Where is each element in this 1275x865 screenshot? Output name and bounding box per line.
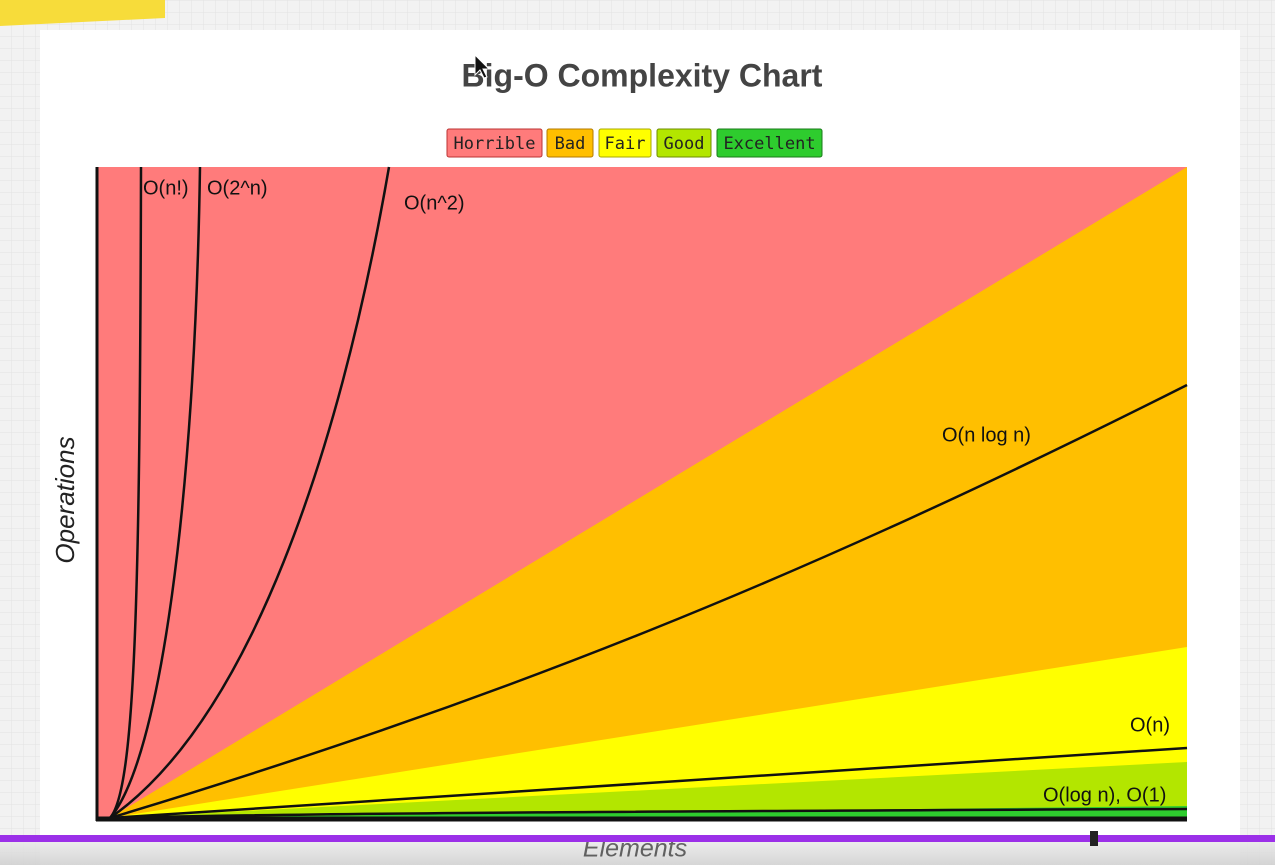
- player-bar: [0, 842, 1275, 865]
- legend-label: Good: [664, 134, 705, 154]
- legend-label: Bad: [555, 134, 586, 154]
- region-bad: [110, 167, 1187, 820]
- legend-label: Excellent: [723, 134, 815, 154]
- chart-title: Big-O Complexity Chart: [462, 57, 823, 93]
- legend-swatch: [656, 128, 712, 158]
- sticky-note: [0, 0, 165, 26]
- curve-label: O(n log n): [942, 424, 1031, 446]
- progress-marker[interactable]: [1090, 831, 1098, 846]
- curve: [109, 166, 202, 819]
- legend-swatch: [598, 128, 652, 158]
- curve-label: O(log n), O(1): [1043, 784, 1166, 806]
- curve: [109, 383, 1188, 820]
- legend: Horrible Bad Fair Good Excellent: [446, 128, 823, 158]
- plot: O(n!) O(2^n) O(n^2) O(n log n) O(n) O(lo…: [95, 166, 1188, 822]
- curve-label: O(n): [1130, 714, 1170, 736]
- curve: [109, 166, 391, 820]
- curve-label: O(n^2): [404, 192, 465, 214]
- curve: [109, 807, 1188, 820]
- legend-swatch: [546, 128, 594, 158]
- legend-label: Horrible: [454, 134, 536, 154]
- legend-swatch: [446, 128, 543, 158]
- progress-bar[interactable]: [0, 835, 1275, 842]
- legend-swatch: [716, 128, 823, 158]
- region-good: [110, 762, 1187, 820]
- y-axis-label: Operations: [50, 436, 80, 563]
- curve-label: O(n!): [143, 177, 189, 199]
- curve-label: O(2^n): [207, 177, 268, 199]
- curve: [109, 746, 1188, 820]
- curve: [109, 166, 143, 819]
- legend-label: Fair: [605, 134, 646, 154]
- mouse-cursor: [474, 53, 491, 79]
